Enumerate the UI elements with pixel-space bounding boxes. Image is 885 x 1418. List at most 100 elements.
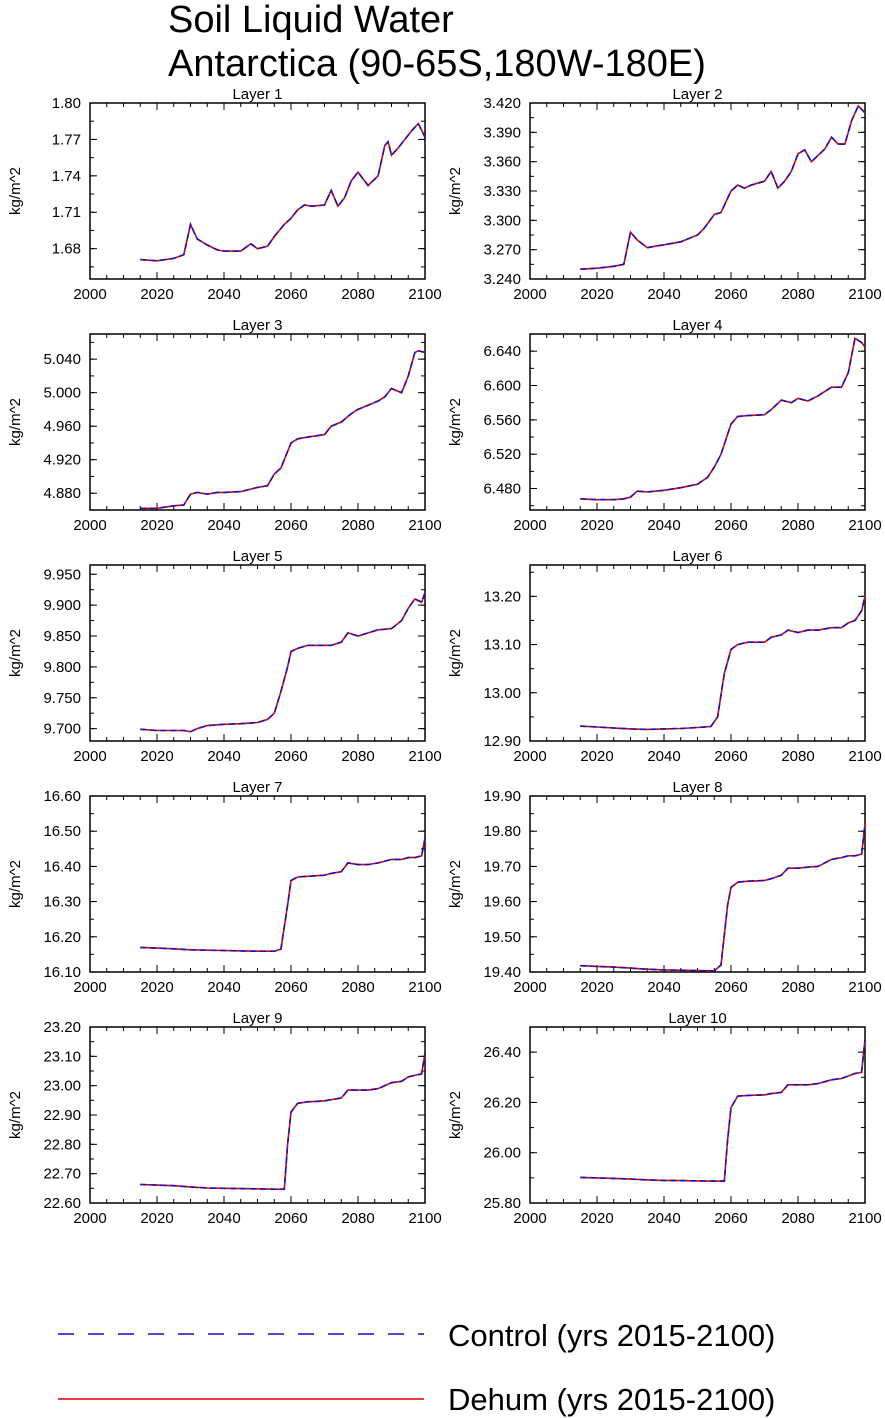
panel-layer-9: Layer 9 2000 2020 2040 2060 2080 2100 22.60 22.7… <box>7 1010 442 1227</box>
legend-label-dehum: Dehum (yrs 2015-2100) <box>448 1382 775 1417</box>
y-tick-label: 16.60 <box>43 788 81 805</box>
panel-layer-1: Layer 1 2000 2020 2040 2060 2080 2100 1.68 1.71 1… <box>7 86 442 303</box>
panel-layer-2: Layer 2 2000 2020 2040 2060 2080 2100 3.240 3.27… <box>447 86 882 303</box>
y-tick-label: 13.20 <box>483 588 521 605</box>
x-tick-label: 2080 <box>341 748 374 765</box>
y-tick-label: 1.74 <box>52 168 81 185</box>
x-tick-label: 2080 <box>341 517 374 534</box>
plot-frame-layer-8 <box>529 795 866 973</box>
x-tick-label: 2080 <box>781 517 814 534</box>
y-tick-label: 19.80 <box>483 823 521 840</box>
y-tick-label: 3.270 <box>483 242 521 259</box>
y-tick-label: 26.00 <box>483 1145 521 1162</box>
y-tick-label: 19.70 <box>483 858 521 875</box>
series-control-layer-5 <box>140 592 426 733</box>
y-tick-label: 3.300 <box>483 212 521 229</box>
y-tick-label: 16.10 <box>43 964 81 981</box>
y-axis-label-layer-3: kg/m^2 <box>7 398 24 446</box>
x-tick-label: 2100 <box>848 286 881 303</box>
y-tick-label: 13.10 <box>483 637 521 654</box>
series-dehum-layer-3 <box>140 349 426 510</box>
y-tick-label: 23.20 <box>43 1019 81 1036</box>
x-tick-label: 2060 <box>274 979 307 996</box>
x-tick-label: 2000 <box>73 286 106 303</box>
panel-title-layer-8: Layer 8 <box>672 779 722 796</box>
x-tick-label: 2020 <box>140 1210 173 1227</box>
y-tick-label: 19.40 <box>483 964 521 981</box>
x-tick-label: 2080 <box>781 286 814 303</box>
y-tick-label: 16.40 <box>43 858 81 875</box>
panel-layer-10: Layer 10 2000 2020 2040 2060 2080 2100 25.80 26.… <box>447 1010 882 1227</box>
x-tick-label: 2020 <box>140 748 173 765</box>
y-tick-label: 3.420 <box>483 95 521 112</box>
y-axis-label-layer-7: kg/m^2 <box>7 860 24 908</box>
x-tick-label: 2100 <box>408 1210 441 1227</box>
panel-title-layer-3: Layer 3 <box>232 317 282 334</box>
y-tick-label: 16.30 <box>43 894 81 911</box>
x-tick-label: 2000 <box>513 1210 546 1227</box>
panel-title-layer-1: Layer 1 <box>232 86 282 103</box>
x-tick-label: 2000 <box>513 517 546 534</box>
x-tick-label: 2040 <box>647 979 680 996</box>
y-tick-label: 9.850 <box>43 628 81 645</box>
x-tick-label: 2040 <box>647 1210 680 1227</box>
x-tick-label: 2080 <box>781 979 814 996</box>
legend: Control (yrs 2015-2100) Dehum (yrs 2015-… <box>58 1318 775 1417</box>
y-tick-label: 3.240 <box>483 271 521 288</box>
series-control-layer-7 <box>140 838 426 953</box>
y-tick-label: 26.20 <box>483 1094 521 1111</box>
y-tick-label: 23.10 <box>43 1048 81 1065</box>
panel-title-layer-6: Layer 6 <box>672 548 722 565</box>
y-tick-label: 22.70 <box>43 1166 81 1183</box>
series-control-layer-6 <box>580 596 866 731</box>
series-dehum-layer-9 <box>140 1053 426 1190</box>
x-tick-label: 2040 <box>207 1210 240 1227</box>
x-tick-label: 2040 <box>647 517 680 534</box>
x-tick-label: 2040 <box>207 286 240 303</box>
y-tick-label: 6.520 <box>483 446 521 463</box>
panel-layer-4: Layer 4 2000 2020 2040 2060 2080 2100 6.480 6.52… <box>447 317 882 534</box>
y-tick-label: 9.950 <box>43 566 81 583</box>
y-tick-label: 6.560 <box>483 412 521 429</box>
series-control-layer-1 <box>140 122 426 262</box>
y-tick-label: 25.80 <box>483 1195 521 1212</box>
x-tick-label: 2100 <box>848 748 881 765</box>
x-tick-label: 2040 <box>647 748 680 765</box>
x-tick-label: 2060 <box>274 517 307 534</box>
series-dehum-layer-6 <box>580 596 866 731</box>
panel-title-layer-7: Layer 7 <box>232 779 282 796</box>
legend-label-control: Control (yrs 2015-2100) <box>448 1318 775 1353</box>
y-tick-label: 22.90 <box>43 1107 81 1124</box>
series-dehum-layer-1 <box>140 122 426 262</box>
y-tick-label: 19.90 <box>483 788 521 805</box>
y-tick-label: 12.90 <box>483 733 521 750</box>
x-tick-label: 2060 <box>714 979 747 996</box>
series-control-layer-3 <box>140 349 426 510</box>
x-tick-label: 2040 <box>207 748 240 765</box>
series-control-layer-10 <box>580 1039 866 1182</box>
x-tick-label: 2000 <box>73 979 106 996</box>
x-tick-label: 2000 <box>73 748 106 765</box>
y-tick-label: 19.50 <box>483 929 521 946</box>
series-control-layer-8 <box>580 824 866 972</box>
y-tick-label: 3.360 <box>483 154 521 171</box>
x-tick-label: 2060 <box>274 286 307 303</box>
plot-frame-layer-5 <box>89 564 426 742</box>
y-axis-label-layer-8: kg/m^2 <box>447 860 464 908</box>
x-tick-label: 2080 <box>341 1210 374 1227</box>
y-tick-label: 16.20 <box>43 929 81 946</box>
figure-title-line-2: Antarctica (90-65S,180W-180E) <box>168 43 706 85</box>
y-tick-label: 9.800 <box>43 659 81 676</box>
x-tick-label: 2040 <box>207 517 240 534</box>
y-tick-label: 9.750 <box>43 690 81 707</box>
panel-title-layer-10: Layer 10 <box>668 1010 726 1027</box>
x-tick-label: 2020 <box>580 286 613 303</box>
x-tick-label: 2020 <box>140 286 173 303</box>
panel-title-layer-4: Layer 4 <box>672 317 722 334</box>
x-tick-label: 2020 <box>580 748 613 765</box>
panel-layer-5: Layer 5 2000 2020 2040 2060 2080 2100 9.700 9.75… <box>7 548 442 765</box>
x-tick-label: 2060 <box>714 748 747 765</box>
series-control-layer-9 <box>140 1053 426 1190</box>
x-tick-label: 2020 <box>140 517 173 534</box>
